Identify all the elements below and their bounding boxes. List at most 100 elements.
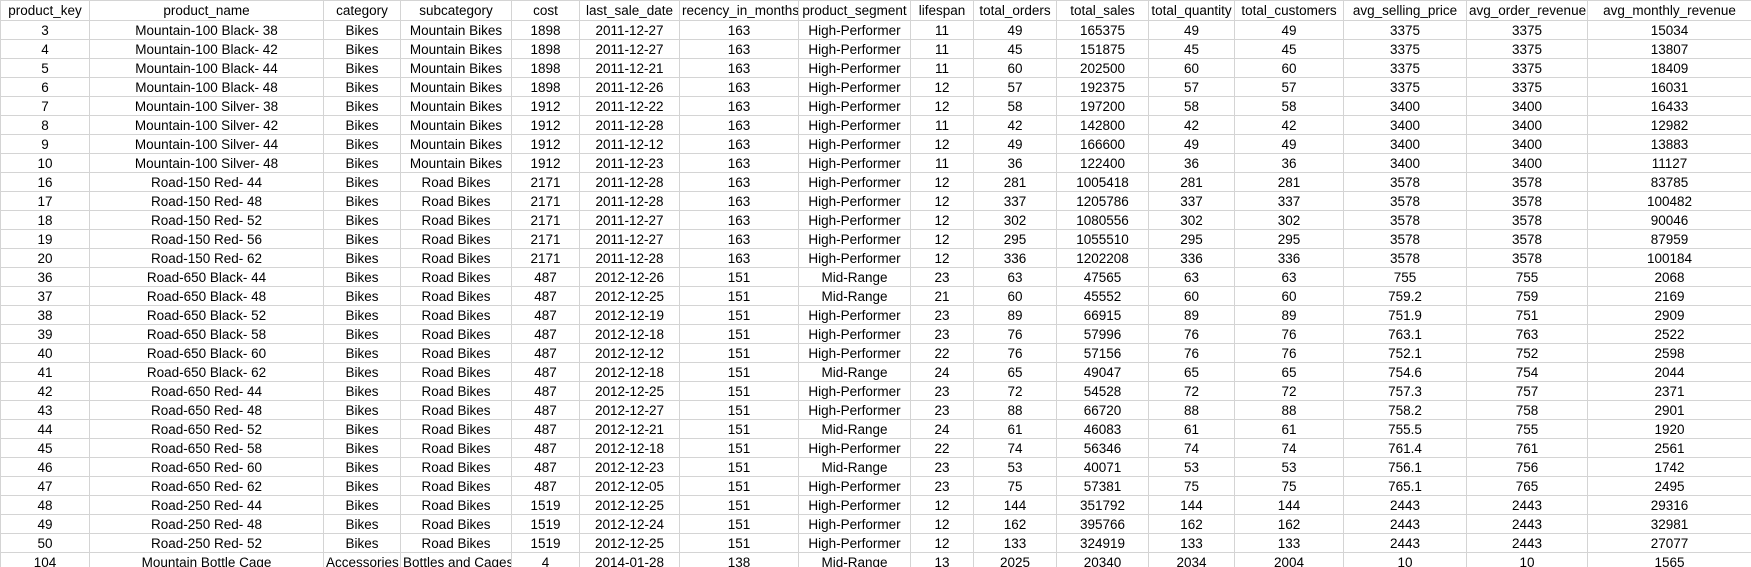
- cell-last-sale-date[interactable]: 2011-12-27: [579, 39, 680, 59]
- cell-total-orders[interactable]: 162: [973, 514, 1057, 534]
- cell-cost[interactable]: 487: [511, 343, 580, 363]
- cell-category[interactable]: Bikes: [323, 191, 401, 211]
- cell-product-segment[interactable]: High-Performer: [798, 343, 911, 363]
- cell-cost[interactable]: 1898: [511, 39, 580, 59]
- cell-avg-monthly-revenue[interactable]: 32981: [1587, 514, 1751, 534]
- cell-avg-order-revenue[interactable]: 3400: [1466, 115, 1588, 135]
- cell-product-name[interactable]: Road-150 Red- 44: [89, 172, 324, 192]
- cell-cost[interactable]: 2171: [511, 248, 580, 268]
- cell-product-key[interactable]: 16: [0, 172, 90, 192]
- cell-product-name[interactable]: Road-650 Black- 62: [89, 362, 324, 382]
- cell-product-segment[interactable]: Mid-Range: [798, 286, 911, 306]
- column-header-total-orders[interactable]: total_orders: [973, 0, 1057, 21]
- column-header-subcategory[interactable]: subcategory: [400, 0, 512, 21]
- column-header-recency-in-months[interactable]: recency_in_months: [679, 0, 799, 21]
- cell-avg-order-revenue[interactable]: 759: [1466, 286, 1588, 306]
- cell-total-customers[interactable]: 61: [1234, 419, 1344, 439]
- cell-total-customers[interactable]: 72: [1234, 381, 1344, 401]
- cell-total-sales[interactable]: 395766: [1056, 514, 1149, 534]
- cell-subcategory[interactable]: Road Bikes: [400, 476, 512, 496]
- cell-total-sales[interactable]: 54528: [1056, 381, 1149, 401]
- cell-avg-selling-price[interactable]: 752.1: [1343, 343, 1467, 363]
- cell-total-quantity[interactable]: 63: [1148, 267, 1235, 287]
- cell-total-sales[interactable]: 20340: [1056, 552, 1149, 567]
- cell-total-customers[interactable]: 295: [1234, 229, 1344, 249]
- cell-avg-order-revenue[interactable]: 3375: [1466, 58, 1588, 78]
- cell-category[interactable]: Bikes: [323, 457, 401, 477]
- column-header-avg-selling-price[interactable]: avg_selling_price: [1343, 0, 1467, 21]
- cell-product-segment[interactable]: High-Performer: [798, 438, 911, 458]
- cell-total-customers[interactable]: 60: [1234, 58, 1344, 78]
- cell-avg-selling-price[interactable]: 3400: [1343, 96, 1467, 116]
- cell-product-key[interactable]: 3: [0, 20, 90, 40]
- cell-total-quantity[interactable]: 45: [1148, 39, 1235, 59]
- cell-product-key[interactable]: 8: [0, 115, 90, 135]
- cell-last-sale-date[interactable]: 2012-12-23: [579, 457, 680, 477]
- cell-category[interactable]: Bikes: [323, 286, 401, 306]
- cell-avg-order-revenue[interactable]: 752: [1466, 343, 1588, 363]
- cell-lifespan[interactable]: 23: [910, 457, 974, 477]
- cell-subcategory[interactable]: Road Bikes: [400, 305, 512, 325]
- cell-lifespan[interactable]: 23: [910, 400, 974, 420]
- cell-category[interactable]: Bikes: [323, 343, 401, 363]
- cell-avg-monthly-revenue[interactable]: 16031: [1587, 77, 1751, 97]
- cell-avg-selling-price[interactable]: 3375: [1343, 20, 1467, 40]
- cell-total-customers[interactable]: 281: [1234, 172, 1344, 192]
- cell-total-orders[interactable]: 49: [973, 134, 1057, 154]
- cell-avg-monthly-revenue[interactable]: 15034: [1587, 20, 1751, 40]
- cell-product-key[interactable]: 47: [0, 476, 90, 496]
- cell-cost[interactable]: 487: [511, 457, 580, 477]
- cell-avg-selling-price[interactable]: 3400: [1343, 115, 1467, 135]
- cell-total-quantity[interactable]: 49: [1148, 134, 1235, 154]
- cell-avg-selling-price[interactable]: 3400: [1343, 134, 1467, 154]
- cell-cost[interactable]: 487: [511, 267, 580, 287]
- cell-category[interactable]: Bikes: [323, 476, 401, 496]
- cell-product-key[interactable]: 44: [0, 419, 90, 439]
- cell-product-key[interactable]: 20: [0, 248, 90, 268]
- cell-last-sale-date[interactable]: 2011-12-26: [579, 77, 680, 97]
- cell-total-sales[interactable]: 1005418: [1056, 172, 1149, 192]
- cell-category[interactable]: Bikes: [323, 96, 401, 116]
- cell-product-segment[interactable]: High-Performer: [798, 495, 911, 515]
- cell-last-sale-date[interactable]: 2012-12-25: [579, 286, 680, 306]
- cell-product-segment[interactable]: High-Performer: [798, 533, 911, 553]
- cell-avg-order-revenue[interactable]: 10: [1466, 552, 1588, 567]
- cell-cost[interactable]: 1898: [511, 20, 580, 40]
- cell-avg-selling-price[interactable]: 2443: [1343, 495, 1467, 515]
- cell-recency-in-months[interactable]: 151: [679, 533, 799, 553]
- cell-avg-order-revenue[interactable]: 3578: [1466, 229, 1588, 249]
- cell-subcategory[interactable]: Road Bikes: [400, 191, 512, 211]
- cell-total-orders[interactable]: 63: [973, 267, 1057, 287]
- cell-lifespan[interactable]: 23: [910, 476, 974, 496]
- cell-product-segment[interactable]: High-Performer: [798, 39, 911, 59]
- cell-avg-monthly-revenue[interactable]: 11127: [1587, 153, 1751, 173]
- cell-product-name[interactable]: Road-250 Red- 44: [89, 495, 324, 515]
- cell-avg-selling-price[interactable]: 754.6: [1343, 362, 1467, 382]
- cell-category[interactable]: Bikes: [323, 324, 401, 344]
- cell-product-segment[interactable]: High-Performer: [798, 172, 911, 192]
- cell-product-name[interactable]: Road-650 Red- 52: [89, 419, 324, 439]
- cell-total-customers[interactable]: 336: [1234, 248, 1344, 268]
- cell-subcategory[interactable]: Road Bikes: [400, 400, 512, 420]
- cell-total-orders[interactable]: 2025: [973, 552, 1057, 567]
- cell-avg-monthly-revenue[interactable]: 2495: [1587, 476, 1751, 496]
- cell-total-sales[interactable]: 351792: [1056, 495, 1149, 515]
- cell-total-customers[interactable]: 42: [1234, 115, 1344, 135]
- cell-lifespan[interactable]: 12: [910, 77, 974, 97]
- cell-product-name[interactable]: Mountain-100 Black- 48: [89, 77, 324, 97]
- cell-total-sales[interactable]: 46083: [1056, 419, 1149, 439]
- cell-product-segment[interactable]: Mid-Range: [798, 457, 911, 477]
- cell-last-sale-date[interactable]: 2011-12-28: [579, 172, 680, 192]
- cell-last-sale-date[interactable]: 2011-12-28: [579, 248, 680, 268]
- cell-avg-monthly-revenue[interactable]: 2909: [1587, 305, 1751, 325]
- cell-last-sale-date[interactable]: 2012-12-25: [579, 533, 680, 553]
- cell-product-key[interactable]: 48: [0, 495, 90, 515]
- cell-total-sales[interactable]: 66720: [1056, 400, 1149, 420]
- cell-total-customers[interactable]: 75: [1234, 476, 1344, 496]
- cell-product-key[interactable]: 5: [0, 58, 90, 78]
- cell-avg-order-revenue[interactable]: 756: [1466, 457, 1588, 477]
- cell-total-orders[interactable]: 76: [973, 343, 1057, 363]
- cell-total-sales[interactable]: 66915: [1056, 305, 1149, 325]
- cell-avg-selling-price[interactable]: 765.1: [1343, 476, 1467, 496]
- cell-product-name[interactable]: Mountain-100 Silver- 44: [89, 134, 324, 154]
